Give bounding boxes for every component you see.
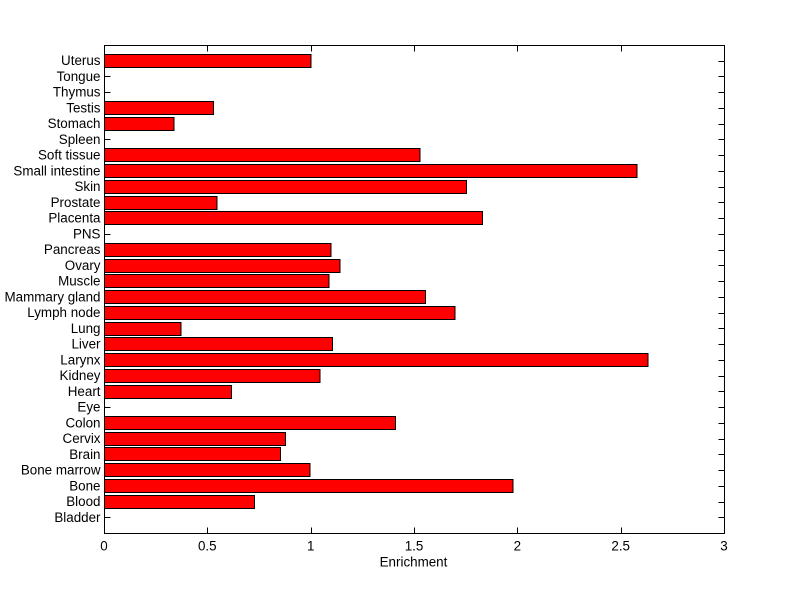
- svg-text:Blood: Blood: [66, 494, 100, 509]
- svg-text:Thymus: Thymus: [53, 85, 101, 100]
- svg-text:Larynx: Larynx: [60, 352, 100, 367]
- svg-text:Liver: Liver: [71, 337, 101, 352]
- svg-text:Heart: Heart: [68, 384, 101, 399]
- svg-text:Cervix: Cervix: [63, 431, 101, 446]
- svg-text:Skin: Skin: [74, 179, 100, 194]
- svg-text:2.5: 2.5: [611, 539, 630, 554]
- svg-text:Muscle: Muscle: [58, 274, 100, 289]
- svg-text:Eye: Eye: [77, 400, 100, 415]
- svg-text:Stomach: Stomach: [48, 116, 101, 131]
- svg-text:Spleen: Spleen: [59, 132, 101, 147]
- svg-text:Soft tissue: Soft tissue: [38, 148, 101, 163]
- svg-text:0: 0: [100, 539, 107, 554]
- svg-text:Testis: Testis: [66, 101, 101, 116]
- svg-text:Lung: Lung: [71, 321, 101, 336]
- svg-text:Kidney: Kidney: [60, 368, 101, 383]
- svg-text:1.5: 1.5: [405, 539, 424, 554]
- svg-text:Placenta: Placenta: [48, 211, 101, 226]
- svg-text:Tongue: Tongue: [57, 69, 101, 84]
- svg-text:Lymph node: Lymph node: [27, 305, 100, 320]
- svg-text:2: 2: [514, 539, 521, 554]
- svg-text:3: 3: [720, 539, 727, 554]
- svg-text:0.5: 0.5: [198, 539, 217, 554]
- svg-text:PNS: PNS: [73, 226, 101, 241]
- svg-text:Prostate: Prostate: [51, 195, 101, 210]
- svg-text:Pancreas: Pancreas: [44, 242, 101, 257]
- svg-text:Small intestine: Small intestine: [13, 163, 100, 178]
- svg-text:Bone marrow: Bone marrow: [21, 463, 101, 478]
- svg-text:Colon: Colon: [66, 415, 101, 430]
- svg-text:Bladder: Bladder: [54, 510, 101, 525]
- svg-text:Brain: Brain: [69, 447, 100, 462]
- svg-text:Mammary gland: Mammary gland: [5, 289, 101, 304]
- svg-text:Bone: Bone: [69, 478, 100, 493]
- svg-text:Uterus: Uterus: [61, 53, 101, 68]
- svg-text:Ovary: Ovary: [65, 258, 101, 273]
- svg-text:Enrichment: Enrichment: [380, 555, 448, 570]
- svg-text:1: 1: [307, 539, 314, 554]
